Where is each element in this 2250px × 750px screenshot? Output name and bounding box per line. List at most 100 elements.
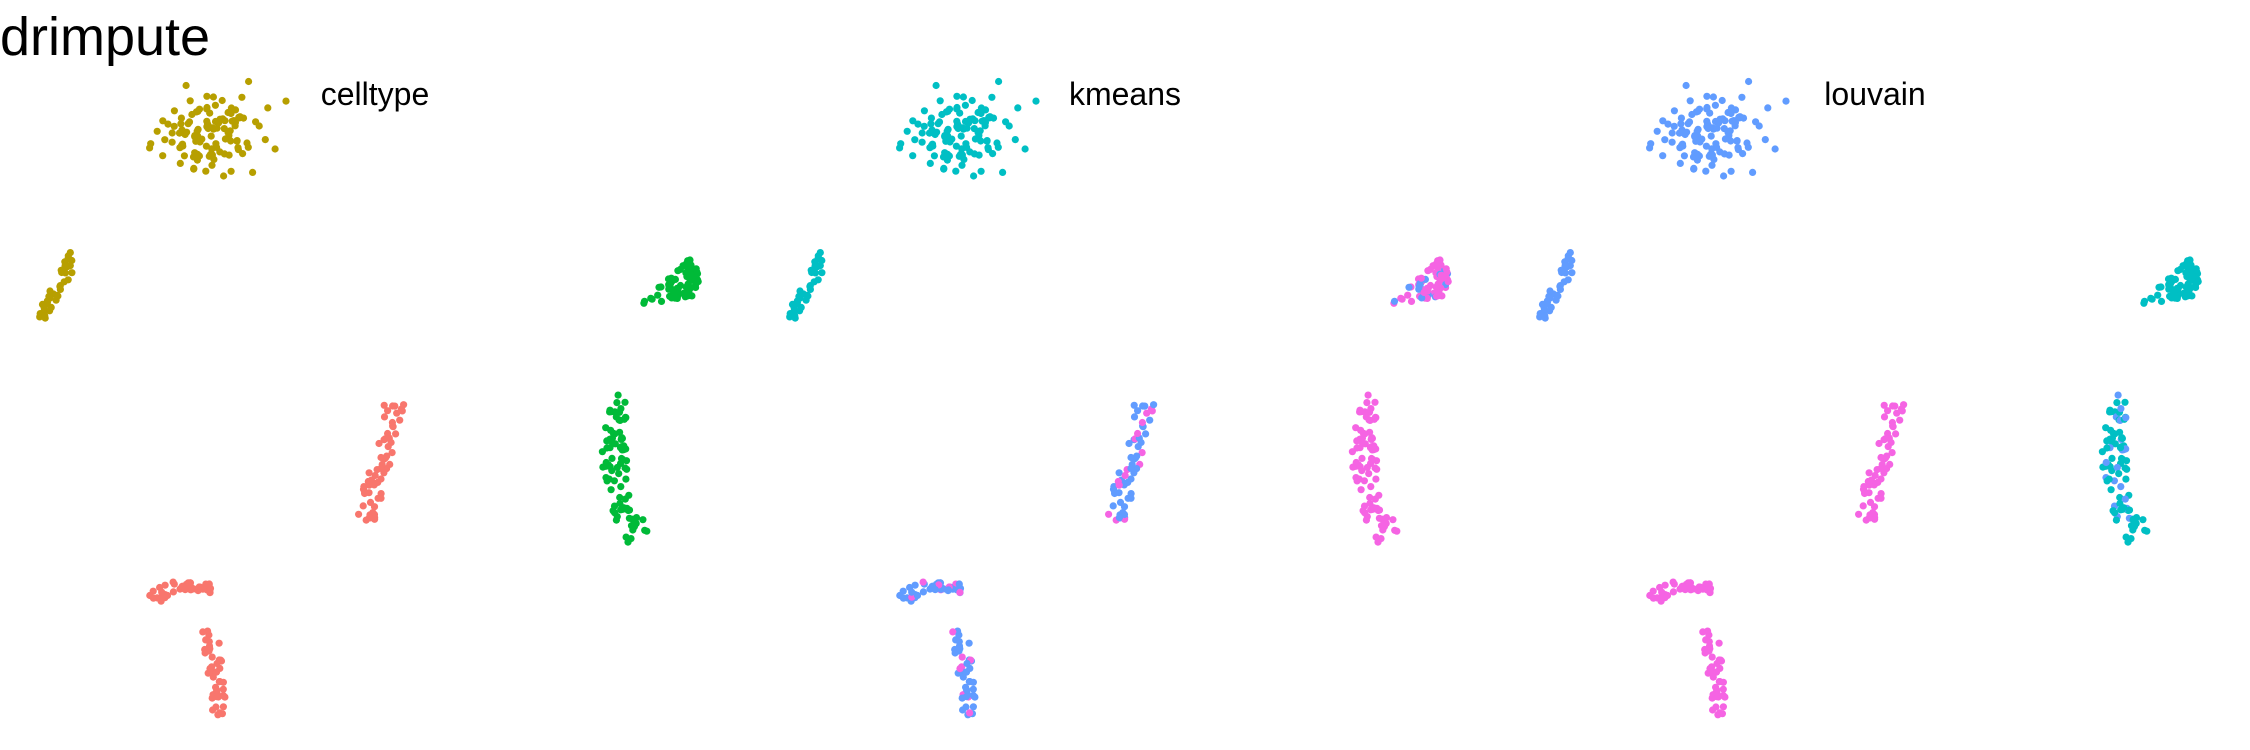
figure-title: drimpute: [0, 7, 211, 67]
data-point: [603, 444, 611, 452]
data-point: [965, 639, 973, 647]
data-point: [159, 117, 167, 125]
data-point: [212, 140, 220, 148]
data-point: [377, 464, 385, 472]
data-point: [981, 119, 989, 127]
data-point: [2122, 414, 2130, 422]
data-point: [954, 124, 962, 133]
data-point: [2108, 434, 2116, 442]
data-point: [1433, 292, 1441, 300]
data-point: [1659, 117, 1667, 125]
data-point: [1124, 478, 1132, 486]
data-point: [1676, 144, 1684, 152]
data-point: [169, 588, 177, 596]
data-point: [158, 588, 166, 596]
data-point: [968, 96, 976, 105]
data-point: [213, 659, 221, 668]
data-point: [911, 581, 919, 589]
data-point: [608, 454, 616, 462]
data-point: [1137, 438, 1145, 447]
data-point: [1898, 407, 1906, 415]
data-point: [796, 287, 804, 295]
data-point: [46, 307, 54, 315]
data-point: [1121, 471, 1129, 480]
scatter-plot-kmeans: [786, 77, 1452, 719]
data-point: [1900, 401, 1908, 409]
data-point: [2155, 283, 2163, 291]
data-point: [380, 413, 389, 421]
data-point: [1134, 407, 1142, 415]
data-point: [1659, 152, 1667, 160]
panel-louvain: louvain: [1500, 60, 2250, 750]
data-point: [2108, 454, 2116, 462]
data-point: [1663, 591, 1672, 600]
data-point: [908, 593, 916, 601]
data-point: [1705, 580, 1713, 588]
data-point: [1115, 469, 1123, 477]
data-point: [2117, 405, 2125, 413]
data-point: [647, 294, 655, 302]
data-point: [1702, 636, 1710, 644]
data-point: [1139, 402, 1147, 410]
data-point: [2122, 475, 2130, 483]
data-point: [1138, 418, 1146, 427]
data-point: [361, 489, 369, 498]
data-point: [158, 593, 166, 601]
data-point: [1115, 481, 1123, 489]
data-point: [1134, 429, 1142, 438]
data-point: [665, 282, 673, 291]
data-point: [220, 172, 228, 180]
data-point: [1423, 294, 1431, 302]
data-point: [615, 470, 623, 478]
data-point: [625, 506, 634, 514]
data-point: [953, 92, 961, 100]
data-point: [384, 429, 392, 438]
data-point: [1658, 593, 1666, 601]
data-point: [199, 628, 207, 636]
data-point: [908, 588, 916, 596]
data-point: [245, 77, 253, 86]
data-point: [2118, 434, 2126, 442]
data-point: [643, 527, 651, 535]
data-point: [1371, 495, 1379, 503]
data-point: [2121, 495, 2129, 503]
data-point: [2117, 454, 2126, 463]
data-point: [999, 168, 1007, 176]
data-point: [1664, 120, 1672, 128]
data-point: [396, 416, 404, 424]
data-point: [1357, 408, 1366, 416]
data-point: [674, 285, 682, 293]
data-point: [1150, 401, 1158, 409]
data-point: [1685, 118, 1694, 126]
data-point: [1373, 465, 1381, 473]
data-point: [161, 136, 169, 144]
data-point: [1405, 283, 1413, 291]
panel-title: louvain: [1824, 76, 1926, 112]
data-point: [657, 297, 666, 305]
data-point: [955, 580, 963, 588]
data-point: [956, 588, 964, 597]
data-point: [969, 678, 977, 686]
data-point: [65, 255, 73, 263]
data-point: [957, 132, 965, 140]
data-point: [1138, 449, 1146, 457]
data-point: [1367, 454, 1376, 463]
data-point: [1653, 127, 1661, 135]
data-point: [190, 164, 198, 172]
data-point: [195, 152, 203, 160]
data-point: [1566, 249, 1574, 257]
data-point: [1703, 92, 1711, 100]
data-point: [1761, 136, 1769, 144]
data-point: [931, 586, 939, 594]
data-point: [1649, 594, 1657, 602]
data-point: [1367, 405, 1375, 413]
data-point: [2154, 291, 2162, 299]
data-point: [1859, 502, 1867, 510]
data-point: [1871, 471, 1879, 480]
data-point: [202, 167, 210, 175]
scatter-plot-celltype: [36, 77, 702, 719]
data-point: [622, 475, 630, 483]
data-point: [189, 153, 198, 161]
data-point: [793, 299, 801, 307]
data-point: [1389, 516, 1397, 524]
